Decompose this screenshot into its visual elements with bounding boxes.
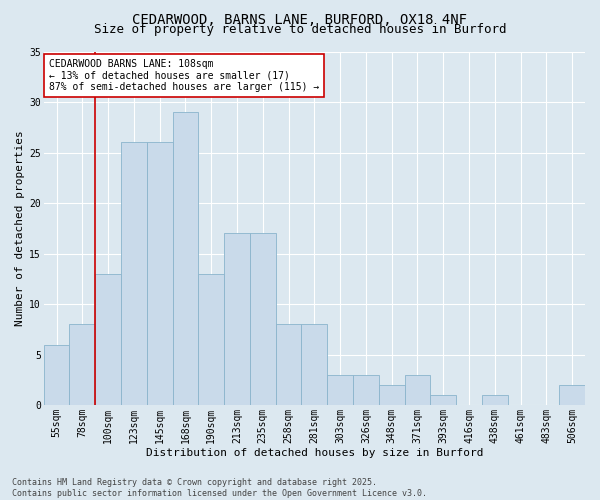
Bar [327,375,353,406]
Bar [275,324,301,406]
Bar [199,274,224,406]
Text: CEDARWOOD BARNS LANE: 108sqm
← 13% of detached houses are smaller (17)
87% of se: CEDARWOOD BARNS LANE: 108sqm ← 13% of de… [49,58,319,92]
Bar [404,375,430,406]
Bar [95,274,121,406]
Bar [353,375,379,406]
Bar [559,385,585,406]
Bar [301,324,327,406]
Text: Size of property relative to detached houses in Burford: Size of property relative to detached ho… [94,22,506,36]
Bar [224,234,250,406]
Bar [121,142,147,406]
Text: CEDARWOOD, BARNS LANE, BURFORD, OX18 4NF: CEDARWOOD, BARNS LANE, BURFORD, OX18 4NF [133,12,467,26]
Y-axis label: Number of detached properties: Number of detached properties [15,130,25,326]
Bar [430,395,456,406]
Text: Contains HM Land Registry data © Crown copyright and database right 2025.
Contai: Contains HM Land Registry data © Crown c… [12,478,427,498]
Bar [70,324,95,406]
Bar [250,234,275,406]
Bar [147,142,173,406]
Bar [379,385,404,406]
X-axis label: Distribution of detached houses by size in Burford: Distribution of detached houses by size … [146,448,483,458]
Bar [44,344,70,406]
Bar [173,112,199,406]
Bar [482,395,508,406]
